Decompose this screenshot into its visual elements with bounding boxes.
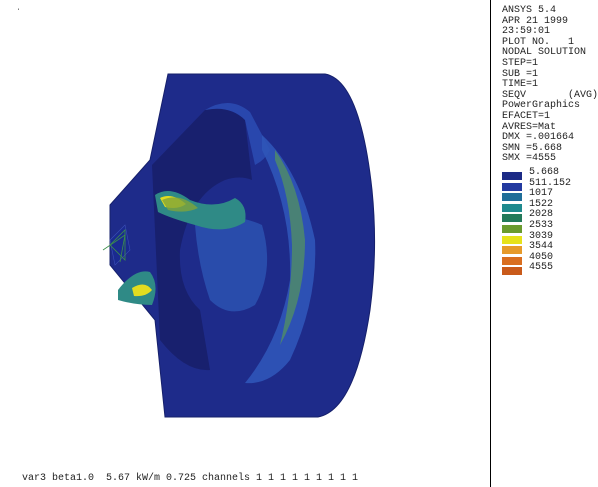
- legend-color-swatch: [502, 235, 522, 244]
- legend-value-label: 2028: [529, 209, 554, 221]
- legend-entry: 5.668: [502, 167, 594, 182]
- stress-contour-plot: [102, 73, 376, 418]
- legend-entry: 511.152: [502, 177, 594, 193]
- info-line-avres: AVRES=Mat: [502, 121, 557, 133]
- legend-entry: 4050: [502, 251, 594, 267]
- info-line-graphics-mode: PowerGraphics: [502, 100, 581, 112]
- legend-value-label: 1522: [529, 198, 554, 210]
- legend-entry: 1017: [502, 188, 594, 203]
- legend-color-swatch: [502, 224, 522, 233]
- window-divider: [490, 0, 491, 487]
- info-line-time-value: TIME=1: [502, 79, 539, 91]
- info-line-efacet: EFACET=1: [502, 110, 551, 122]
- info-line-smx: SMX =4555: [502, 153, 557, 165]
- plot-info-panel: ANSYS 5.4 APR 21 1999 23:59:01 PLOT NO. …: [502, 5, 598, 165]
- legend-value-label: 1017: [529, 188, 554, 200]
- legend-color-swatch: [502, 182, 522, 191]
- legend-entry: 2028: [502, 209, 594, 224]
- deformed-shape-wireframe: [102, 229, 126, 263]
- stress-region-blade-green: [275, 150, 305, 345]
- info-line-time: 23:59:01: [502, 26, 551, 38]
- legend-color-swatch: [502, 246, 522, 255]
- legend-value-label: 511.152: [529, 177, 572, 189]
- legend-color-swatch: [502, 203, 522, 212]
- info-line-result-item: SEQV (AVG): [502, 89, 598, 101]
- stress-region-blade-upper: [205, 102, 270, 165]
- legend-entry: 2533: [502, 219, 594, 235]
- info-line-plot-no: PLOT NO. 1: [502, 36, 575, 48]
- legend-color-swatch: [502, 256, 522, 265]
- legend-value-label: 4555: [529, 262, 554, 274]
- stress-region-mid: [195, 217, 268, 312]
- legend-entry: 4555: [502, 262, 594, 277]
- legend-color-swatch: [502, 214, 522, 223]
- stress-hotspot-lower-core: [132, 284, 152, 297]
- legend-value-label: 5.668: [529, 167, 560, 178]
- legend-color-swatch: [502, 193, 522, 202]
- info-line-dmx: DMX =.001664: [502, 132, 575, 144]
- info-line-date: APR 21 1999: [502, 15, 569, 27]
- legend-value-label: 3544: [529, 241, 554, 253]
- legend-color-swatch: [502, 267, 522, 276]
- legend-value-label: 3039: [529, 230, 554, 242]
- corner-mark: ʻ: [16, 8, 21, 17]
- legend-value-label: 4050: [529, 251, 554, 263]
- legend-value-label: 2533: [529, 219, 554, 231]
- legend-entry: 3544: [502, 241, 594, 256]
- plot-caption: var3 beta1.0 5.67 kW/m 0.725 channels 1 …: [22, 473, 359, 484]
- info-line-sub: SUB =1: [502, 68, 539, 80]
- contour-legend: 5.668 511.152 1017 1522 2028 2533 3039 3544 4050…: [502, 167, 594, 277]
- stress-region-blade-curve: [245, 135, 316, 384]
- legend-entry: 3039: [502, 230, 594, 246]
- contour-plot-area: [102, 73, 376, 418]
- stress-hotspot-upper-ring: [162, 197, 198, 212]
- legend-entry: 1522: [502, 198, 594, 214]
- info-line-smn: SMN =5.668: [502, 142, 563, 154]
- model-inner-bore: [152, 108, 252, 371]
- info-line-step: STEP=1: [502, 57, 539, 69]
- info-line-program: ANSYS 5.4: [502, 5, 557, 16]
- info-line-solution-type: NODAL SOLUTION: [502, 47, 587, 59]
- legend-color-swatch: [502, 172, 522, 180]
